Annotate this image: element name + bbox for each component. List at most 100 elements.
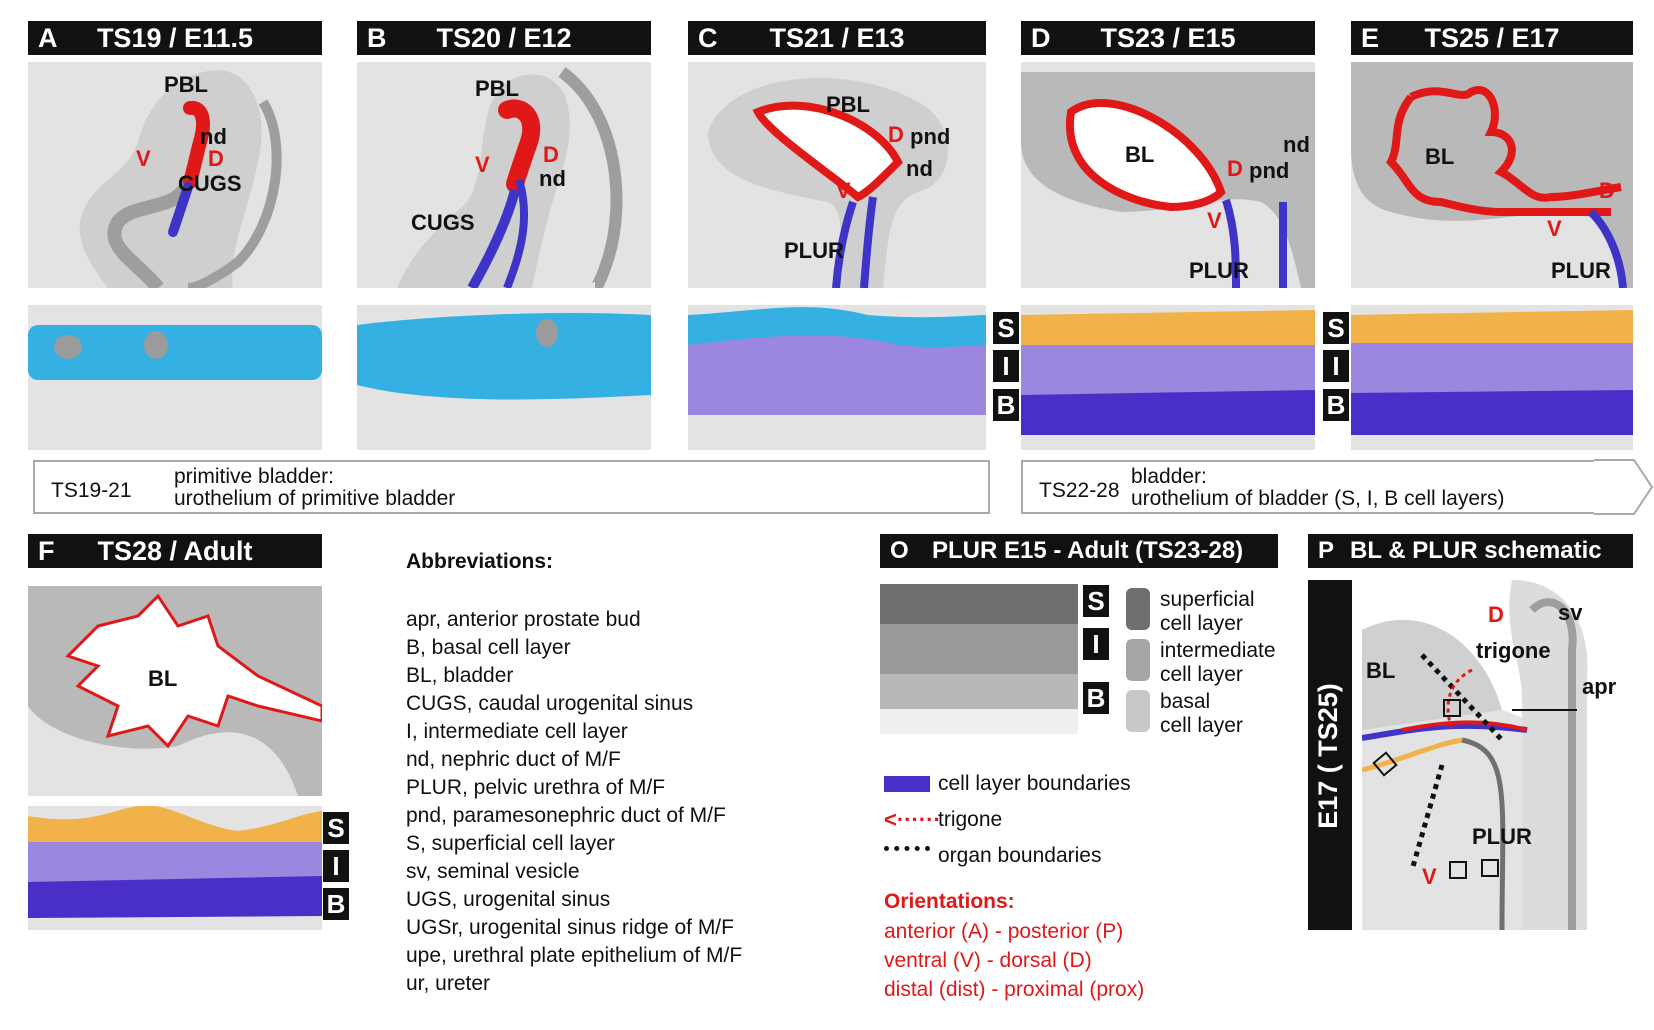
panel-letter: F [38,536,55,566]
panel-a-diagram: PBL nd V D CUGS [28,62,322,288]
panel-letter: C [698,23,718,53]
cell-layer-boundaries-label: cell layer boundaries [938,772,1131,795]
panel-p-drawing [1362,580,1588,930]
layered-epithelium [1021,310,1315,435]
panel-title: TS20 / E12 [436,23,572,53]
ventral-label: V [1422,864,1437,889]
panel-o-epithelium [880,584,1078,734]
panel-d-header: D TS23 / E15 [1021,21,1315,55]
nd-label: nd [906,156,933,181]
stage-name: primitive bladder: [174,465,334,488]
panel-o-header: O PLUR E15 - Adult (TS23-28) [880,534,1278,568]
panel-title: TS25 / E17 [1424,23,1560,53]
intermediate-label-2: cell layer [1160,663,1243,686]
abbreviation-item: ur, ureter [406,972,491,995]
stage-name: bladder: [1131,465,1207,488]
panel-d-epithelium [1021,305,1315,450]
panel-title: TS23 / E15 [1100,23,1236,53]
panel-d-drawing [1021,72,1315,288]
pbl-label: PBL [475,76,519,101]
panel-e-diagram: BL D V PLUR [1351,62,1633,288]
abbreviation-item: sv, seminal vesicle [406,860,580,883]
panel-letter: B [367,23,387,53]
apr-label: apr [1582,674,1617,699]
orientation-item: distal (dist) - proximal (prox) [884,978,1145,1001]
abbreviation-item: BL, bladder [406,664,514,687]
intermediate-label: intermediate [1160,639,1276,662]
layer-i-badge: I [1083,628,1109,660]
cugs-label: CUGS [178,171,242,196]
layer-b-badge: B [993,389,1019,421]
ventral-label: V [1547,216,1562,241]
superficial-swatch [1126,588,1150,630]
panel-title: TS28 / Adult [97,536,253,566]
panel-p-header: P BL & PLUR schematic [1308,534,1633,568]
panel-f-header: F TS28 / Adult [28,534,322,568]
plur-label: PLUR [784,238,844,263]
panel-letter: A [38,23,58,53]
plur-label: PLUR [1472,824,1532,849]
dorsal-label: D [208,146,224,171]
panel-f-drawing [28,586,322,796]
panel-b-header: B TS20 / E12 [357,21,651,55]
orientations-title: Orientations: [884,890,1015,913]
panel-b-diagram: PBL V D nd CUGS [357,62,651,288]
intermediate-swatch [1126,639,1150,681]
panel-letter: P [1318,537,1335,564]
grayscale-epithelium [880,584,1078,709]
orientation-item: ventral (V) - dorsal (D) [884,949,1092,972]
p-side-bar [1308,580,1352,930]
bladder-stage-arrow [1594,459,1654,515]
dorsal-label: D [543,142,559,167]
layer-s-badge: S [323,812,349,844]
ventral-label: V [1207,208,1222,233]
panel-p-diagram: D sv trigone BL apr PLUR V [1362,580,1633,930]
abbreviation-item: apr, anterior prostate bud [406,608,641,631]
pbl-label: PBL [826,92,870,117]
panel-b-drawing [397,67,623,288]
bl-label: BL [1125,142,1155,167]
plur-label: PLUR [1551,258,1611,283]
adult-epithelium [28,806,322,918]
layer-b-badge: B [323,888,349,920]
primitive-bladder-stage: TS19-21 primitive bladder: urothelium of… [33,460,990,514]
cell-layer-boundaries-swatch [884,776,930,792]
panel-letter: D [1031,23,1051,53]
panel-a-header: A TS19 / E11.5 [28,21,322,55]
layer-b-badge: B [1083,682,1109,714]
panel-letter: E [1361,23,1380,53]
panel-a-epithelium [28,305,322,450]
panel-d-diagram: BL D pnd nd V PLUR [1021,62,1315,288]
superficial-label-2: cell layer [1160,612,1243,635]
plur-label: PLUR [1189,258,1249,283]
stage-description: urothelium of primitive bladder [174,487,456,510]
nd-label: nd [539,166,566,191]
nd-label: nd [1283,132,1310,157]
panel-e-header: E TS25 / E17 [1351,21,1633,55]
panel-b-epithelium [357,305,651,450]
stage-code: TS19-21 [51,479,132,502]
pbl-label: PBL [164,72,208,97]
orientation-item: anterior (A) - posterior (P) [884,920,1124,943]
cugs-label: CUGS [411,210,475,235]
dorsal-label: D [1599,178,1615,203]
basal-label-2: cell layer [1160,714,1243,737]
pnd-label: pnd [1249,158,1290,183]
abbreviation-item: CUGS, caudal urogenital sinus [406,692,694,715]
panel-title: BL & PLUR schematic [1350,537,1602,564]
layered-epithelium [1351,310,1633,435]
panel-e-epithelium [1351,305,1633,450]
ventral-label: V [136,146,151,171]
stage-description: urothelium of bladder (S, I, B cell laye… [1131,487,1505,510]
p-side-label: E17 ( TS25) [1313,683,1343,829]
sv-label: sv [1558,600,1583,625]
undifferentiated-epithelium [28,325,322,380]
ventral-label: V [836,178,851,203]
organ-boundaries-swatch [884,846,930,851]
panel-c-epithelium [688,305,986,450]
layer-i-badge: I [323,850,349,882]
trigone-arrow-icon: <······ [884,807,941,832]
organ-boundaries-label: organ boundaries [938,844,1102,867]
ventral-label: V [475,152,490,177]
bl-label: BL [1366,658,1396,683]
